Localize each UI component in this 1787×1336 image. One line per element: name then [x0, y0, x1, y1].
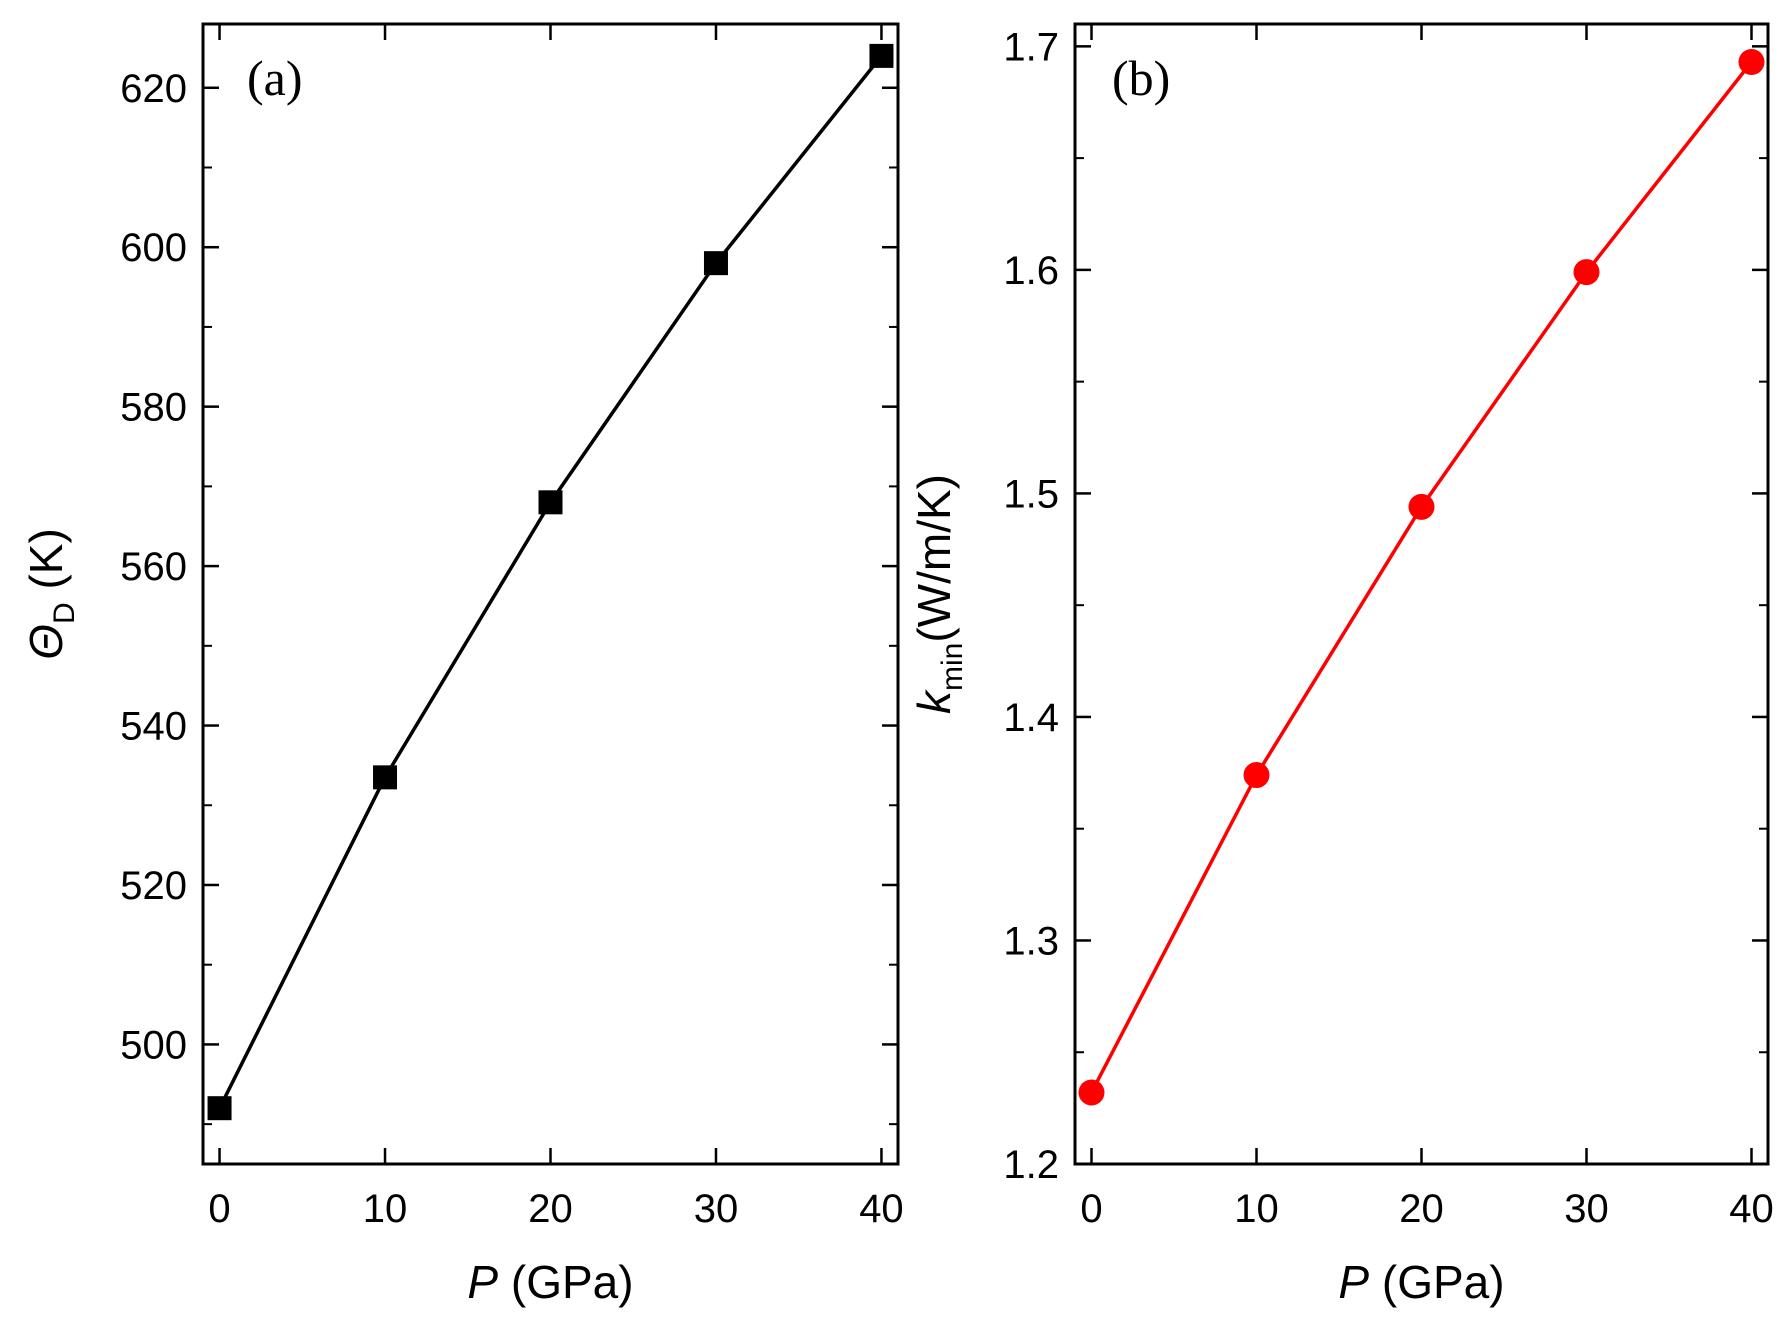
data-point — [1243, 762, 1270, 789]
y-tick-label: 1.2 — [1003, 1143, 1059, 1187]
y-tick-label: 1.6 — [1003, 249, 1059, 293]
data-point — [869, 43, 894, 68]
data-point — [373, 765, 398, 790]
y-axis-symbol: Θ — [20, 624, 72, 660]
data-point — [1738, 49, 1765, 75]
y-tick-label: 1.4 — [1003, 696, 1059, 740]
panel-b: 0 10 20 30 40 1.2 1.3 1.4 1.5 1.6 1.7 (b) P (GPa) kmi… — [908, 22, 1774, 1308]
series-line — [1089, 60, 1753, 1094]
y-tick-label: 560 — [120, 545, 187, 589]
y-tick-label: 580 — [120, 386, 187, 430]
y-axis-symbol: k — [908, 689, 960, 714]
data-point — [1408, 493, 1435, 520]
x-tick-label: 30 — [1564, 1187, 1609, 1231]
data-point — [1573, 259, 1600, 286]
plot-frame — [1073, 22, 1770, 1166]
y-tick-label: 540 — [120, 705, 187, 749]
x-tick-label: 10 — [1234, 1187, 1279, 1231]
x-tick-label: 40 — [1729, 1187, 1774, 1231]
series-line — [217, 54, 883, 1109]
data-point — [538, 490, 563, 515]
x-axis-label: P (GPa) — [467, 1256, 633, 1308]
y-axis-label: kmin(W/m/K) — [908, 474, 969, 714]
y-axis-label: ΘD (K) — [20, 528, 81, 660]
x-tick-label: 0 — [208, 1187, 230, 1231]
x-axis-symbol: P — [1338, 1256, 1369, 1308]
panel-tag: (a) — [247, 50, 303, 106]
data-point — [207, 1096, 232, 1121]
panel-tag: (b) — [1112, 50, 1170, 106]
x-axis-unit: (GPa) — [498, 1256, 633, 1308]
x-tick-label: 30 — [694, 1187, 739, 1231]
x-tick-label: 10 — [363, 1187, 408, 1231]
x-tick-label: 0 — [1080, 1187, 1102, 1231]
y-axis-subscript: min — [936, 643, 969, 691]
y-axis-unit: (K) — [20, 528, 72, 602]
x-tick-label: 20 — [528, 1187, 573, 1231]
y-tick-label: 620 — [120, 67, 187, 111]
y-tick-label: 1.7 — [1003, 25, 1059, 69]
x-axis-unit: (GPa) — [1369, 1256, 1504, 1308]
x-tick-label: 40 — [859, 1187, 904, 1231]
y-tick-label: 600 — [120, 226, 187, 270]
x-tick-label: 20 — [1399, 1187, 1444, 1231]
y-tick-label: 1.5 — [1003, 472, 1059, 516]
y-axis-subscript: D — [48, 602, 81, 624]
panel-a: 0 10 20 30 40 500 520 540 560 580 600 620 (a) P (GPa)… — [20, 22, 904, 1308]
x-axis-symbol: P — [467, 1256, 498, 1308]
data-point — [1078, 1079, 1105, 1106]
y-tick-label: 500 — [120, 1023, 187, 1067]
y-tick-label: 520 — [120, 864, 187, 908]
y-axis-unit: (W/m/K) — [908, 474, 960, 643]
plot-frame — [201, 22, 900, 1166]
y-tick-label: 1.3 — [1003, 919, 1059, 963]
x-axis-label: P (GPa) — [1338, 1256, 1504, 1308]
data-point — [703, 251, 728, 276]
